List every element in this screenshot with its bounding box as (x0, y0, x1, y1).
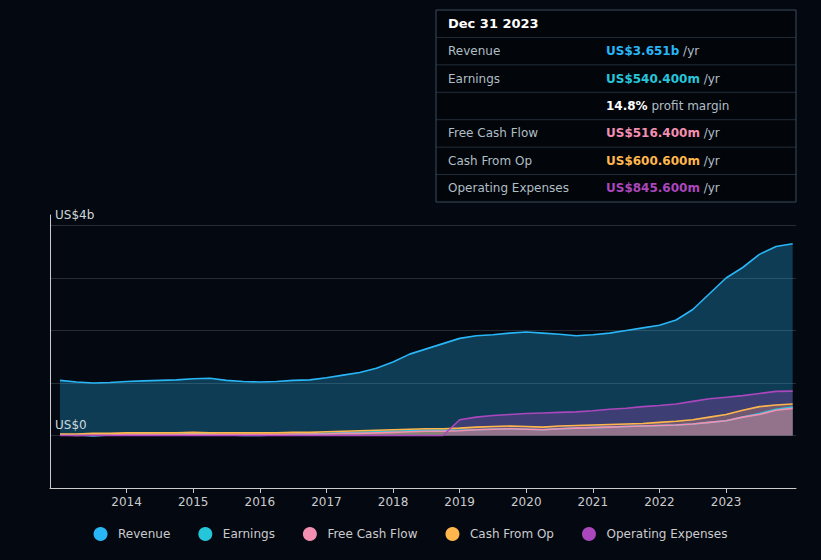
svg-text:US$3.651b: US$3.651b (606, 44, 680, 58)
svg-text:2015: 2015 (178, 495, 209, 509)
svg-text:2022: 2022 (644, 495, 675, 509)
svg-text:2020: 2020 (511, 495, 542, 509)
svg-text:US$845.600m: US$845.600m (606, 181, 700, 195)
svg-text:Free Cash Flow: Free Cash Flow (448, 126, 538, 140)
svg-text:2019: 2019 (444, 495, 475, 509)
svg-text:Cash From Op: Cash From Op (448, 154, 532, 168)
svg-text:profit margin: profit margin (651, 99, 729, 113)
svg-text:/yr: /yr (704, 126, 720, 140)
svg-text:Earnings: Earnings (448, 72, 500, 86)
svg-text:Revenue: Revenue (448, 44, 500, 58)
svg-text:/yr: /yr (683, 44, 699, 58)
svg-text:2021: 2021 (578, 495, 609, 509)
svg-text:US$516.400m: US$516.400m (606, 126, 700, 140)
svg-text:/yr: /yr (704, 154, 720, 168)
svg-text:US$540.400m: US$540.400m (606, 72, 700, 86)
svg-text:2014: 2014 (111, 495, 142, 509)
svg-text:2016: 2016 (245, 495, 276, 509)
svg-text:/yr: /yr (704, 181, 720, 195)
svg-text:2023: 2023 (711, 495, 742, 509)
svg-text:14.8%: 14.8% (606, 99, 648, 113)
svg-text:2017: 2017 (311, 495, 342, 509)
svg-text:Dec 31 2023: Dec 31 2023 (448, 16, 539, 31)
svg-text:US$0: US$0 (55, 418, 87, 432)
svg-text:/yr: /yr (704, 72, 720, 86)
svg-text:US$600.600m: US$600.600m (606, 154, 700, 168)
svg-text:Cash From Op: Cash From Op (470, 527, 554, 541)
svg-text:Operating Expenses: Operating Expenses (448, 181, 569, 195)
svg-text:2018: 2018 (378, 495, 409, 509)
svg-text:Free Cash Flow: Free Cash Flow (327, 527, 417, 541)
svg-text:Operating Expenses: Operating Expenses (606, 527, 727, 541)
svg-text:Earnings: Earnings (223, 527, 275, 541)
svg-text:US$4b: US$4b (55, 208, 94, 222)
svg-text:Revenue: Revenue (118, 527, 170, 541)
